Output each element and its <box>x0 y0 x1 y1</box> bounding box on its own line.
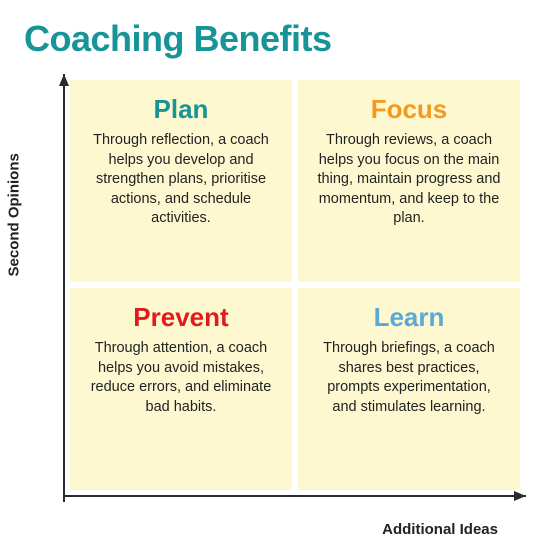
quadrant-title-plan: Plan <box>154 94 209 125</box>
x-axis-arrow <box>514 491 526 501</box>
quadrant-title-prevent: Prevent <box>133 302 228 333</box>
quadrant-title-learn: Learn <box>374 302 445 333</box>
quadrant-chart: Second Opinions Plan Through reflection,… <box>26 68 526 518</box>
y-axis-arrow <box>59 74 69 86</box>
quadrant-body-plan: Through reflection, a coach helps you de… <box>86 131 276 229</box>
quadrant-learn: Learn Through briefings, a coach shares … <box>298 288 520 490</box>
y-axis-label: Second Opinions <box>6 153 23 276</box>
page-title: Coaching Benefits <box>24 18 526 60</box>
quadrant-body-learn: Through briefings, a coach shares best p… <box>314 339 504 417</box>
x-axis-label: Additional Ideas <box>382 521 498 538</box>
quadrant-prevent: Prevent Through attention, a coach helps… <box>70 288 292 490</box>
quadrant-focus: Focus Through reviews, a coach helps you… <box>298 80 520 282</box>
quadrant-body-prevent: Through attention, a coach helps you avo… <box>86 339 276 417</box>
quadrant-grid: Plan Through reflection, a coach helps y… <box>70 80 520 490</box>
quadrant-plan: Plan Through reflection, a coach helps y… <box>70 80 292 282</box>
quadrant-body-focus: Through reviews, a coach helps you focus… <box>314 131 504 229</box>
quadrant-title-focus: Focus <box>371 94 448 125</box>
